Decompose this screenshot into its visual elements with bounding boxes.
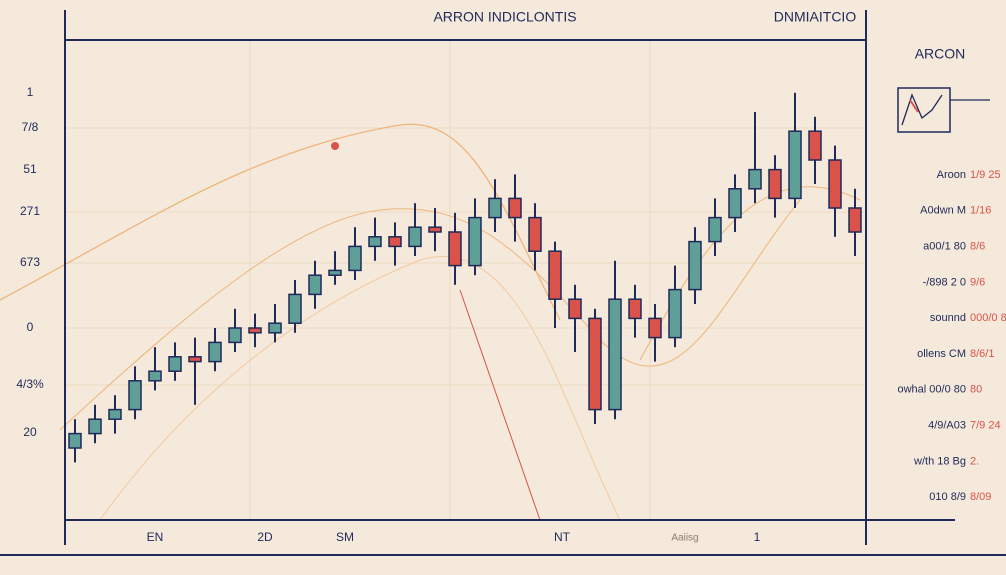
- x-label: 1: [754, 530, 761, 544]
- soft-grid: [65, 40, 866, 520]
- candle-body: [528, 216, 542, 252]
- legend-text: 010 8/9: [929, 491, 966, 503]
- legend-text: Aroon: [937, 169, 966, 181]
- legend-accent: 7/9 24: [970, 420, 1001, 432]
- candle-body: [828, 159, 842, 209]
- y-label: 1: [27, 85, 34, 99]
- y-label: 7/8: [22, 120, 39, 134]
- candle-body: [848, 207, 862, 233]
- candle-body: [208, 341, 222, 363]
- candle-body: [308, 274, 322, 296]
- candle-body: [768, 168, 782, 200]
- candle-body: [488, 197, 502, 219]
- candle-body: [428, 226, 442, 233]
- y-label: 0: [27, 320, 34, 334]
- candle-body: [148, 370, 162, 382]
- candle-body: [728, 188, 742, 219]
- legend-accent: 1/9 25: [970, 169, 1001, 181]
- y-label: 51: [23, 162, 37, 176]
- legend-accent: 8/09: [970, 491, 991, 503]
- y-label: 271: [20, 204, 40, 218]
- legend-text: A0dwn M: [920, 205, 966, 217]
- legend-accent: 000/0 8/8: [970, 312, 1006, 324]
- candle-body: [248, 327, 262, 334]
- legend-text: a00/1 80: [923, 241, 966, 253]
- legend-accent: 2.: [970, 455, 979, 467]
- chart-subtitle: DNMIAITCIO: [774, 9, 857, 25]
- x-label: Aaiisg: [671, 533, 698, 544]
- candle-body: [268, 322, 282, 334]
- candle-body: [568, 298, 582, 320]
- candle-body: [588, 317, 602, 411]
- candle-body: [468, 216, 482, 267]
- frame: [0, 10, 1006, 556]
- legend-accent: 1/16: [970, 205, 991, 217]
- candle-body: [508, 197, 522, 219]
- x-label: EN: [147, 530, 164, 544]
- candle-body: [388, 236, 402, 248]
- x-label: SM: [336, 530, 354, 544]
- candle-body: [608, 298, 622, 411]
- candle-body: [228, 327, 242, 344]
- x-label: 2D: [257, 530, 273, 544]
- candle-body: [748, 168, 762, 190]
- candle-body: [708, 216, 722, 243]
- legend-text: w/th 18 Bg: [913, 455, 966, 467]
- legend-text: 4/9/A03: [928, 420, 966, 432]
- candle-body: [188, 356, 202, 363]
- candle-body: [648, 317, 662, 339]
- candle-body: [348, 245, 362, 272]
- candle-body: [368, 236, 382, 248]
- candle-body: [628, 298, 642, 320]
- candle-body: [448, 231, 462, 267]
- candle-body: [808, 130, 822, 161]
- candle-body: [668, 288, 682, 339]
- legend-accent: 8/6/1: [970, 348, 994, 360]
- candle-body: [408, 226, 422, 248]
- aroon-curves: [0, 123, 861, 521]
- legend-text: ollens CM: [917, 348, 966, 360]
- candle-body: [68, 432, 82, 449]
- candle-body: [128, 380, 142, 411]
- y-label: 673: [20, 255, 40, 269]
- candle-body: [88, 418, 102, 435]
- candle-body: [788, 130, 802, 200]
- legend-accent: 80: [970, 384, 982, 396]
- candle-body: [168, 356, 182, 372]
- y-label: 20: [23, 425, 37, 439]
- legend-text: owhal 00/0 80: [898, 384, 967, 396]
- candle-body: [108, 408, 122, 420]
- y-label: 4/3%: [16, 377, 44, 391]
- chart-title: ARRON INDICLONTIS: [433, 9, 576, 25]
- x-label: NT: [554, 530, 571, 544]
- marker-dot: [331, 142, 339, 150]
- legend-accent: 9/6: [970, 276, 985, 288]
- candle-body: [288, 293, 302, 324]
- candle-body: [688, 240, 702, 291]
- candle-body: [548, 250, 562, 300]
- legend-text: -/898 2 0: [923, 276, 966, 288]
- legend-accent: 8/6: [970, 241, 985, 253]
- side-title: ARCON: [915, 46, 966, 62]
- candle-body: [328, 269, 342, 276]
- legend-text: sounnd: [930, 312, 966, 324]
